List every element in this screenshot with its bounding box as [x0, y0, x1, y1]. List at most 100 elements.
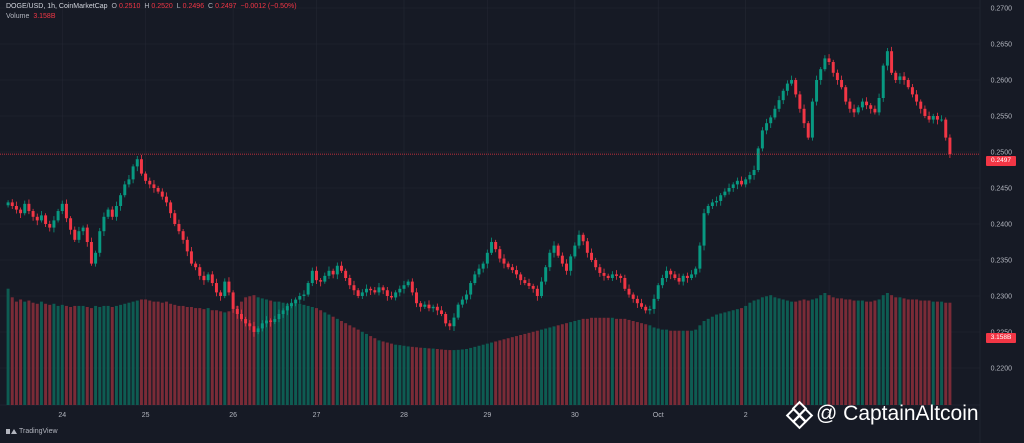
volume-bar — [98, 307, 102, 405]
volume-bar — [448, 350, 452, 405]
symbol-label[interactable]: DOGE/USD, 1h, CoinMarketCap — [6, 3, 108, 10]
volume-bar — [369, 336, 373, 405]
candle-body — [923, 108, 927, 116]
candle-body — [540, 281, 543, 296]
candle-body — [835, 72, 839, 80]
candle-body — [781, 90, 785, 101]
open-label: O — [111, 3, 117, 10]
chart-legend-ohlc: DOGE/USD, 1h, CoinMarketCap O 0.2510 H 0.2… — [6, 3, 299, 10]
volume-bar — [281, 302, 285, 405]
candle-body — [719, 195, 723, 201]
volume-bar — [744, 305, 748, 405]
volume-bar — [506, 338, 510, 405]
volume-label[interactable]: Volume — [6, 13, 30, 20]
tradingview-branding[interactable]: TradingView — [6, 428, 58, 435]
candle-body — [652, 298, 656, 309]
volume-bar — [527, 332, 531, 405]
candle-body — [339, 265, 343, 271]
candle-body — [885, 51, 889, 66]
candle-body — [431, 306, 435, 309]
candle-body — [27, 203, 31, 212]
candle-body — [831, 62, 835, 73]
candle-body — [219, 292, 223, 296]
y-tick-label: 0.2450 — [991, 186, 1013, 193]
volume-bar — [302, 304, 306, 405]
volume-bar — [631, 321, 635, 405]
tradingview-icon — [6, 428, 17, 435]
candle-body — [106, 209, 110, 217]
candle-body — [877, 98, 881, 113]
volume-bar — [515, 336, 518, 405]
candle-body — [360, 292, 364, 296]
x-tick-label: 30 — [571, 412, 579, 419]
volume-bar — [156, 301, 160, 405]
candle-body — [531, 285, 535, 289]
candle-body — [185, 239, 189, 252]
candle-body — [435, 306, 439, 311]
volume-bar — [60, 304, 64, 405]
candle-body — [869, 105, 873, 109]
volume-bar — [202, 309, 206, 405]
volume-bar — [948, 302, 952, 405]
volume-bar — [398, 345, 402, 405]
current-price-badge: 0.2497 — [986, 156, 1016, 166]
candle-body — [248, 323, 252, 327]
candle-body — [23, 203, 27, 214]
candle-body — [264, 320, 268, 324]
volume-bar — [344, 323, 348, 405]
y-tick-label: 0.2600 — [991, 78, 1013, 85]
volume-bar — [681, 330, 685, 405]
volume-bar — [598, 317, 602, 405]
volume-bar — [819, 295, 823, 405]
volume-bars — [6, 288, 952, 405]
candle-body — [548, 252, 552, 268]
candle-body — [760, 130, 764, 149]
volume-bar — [169, 303, 173, 405]
volume-bar — [873, 300, 877, 405]
candle-body — [6, 202, 10, 206]
volume-bar — [131, 301, 135, 405]
candle-body — [39, 215, 43, 221]
volume-bar — [106, 305, 110, 405]
volume-bar — [419, 347, 423, 405]
volume-bar — [14, 301, 18, 405]
candle-body — [890, 51, 894, 73]
candle-body — [114, 206, 118, 217]
y-tick-label: 0.2500 — [991, 150, 1013, 157]
candle-body — [640, 303, 644, 307]
volume-bar — [139, 299, 143, 405]
volume-bar — [510, 337, 514, 405]
volume-bar — [727, 311, 731, 405]
volume-bar — [673, 330, 677, 405]
candle-body — [556, 245, 560, 256]
candle-body — [335, 265, 339, 275]
candle-body — [323, 275, 327, 282]
candle-body — [710, 202, 714, 206]
high-value: 0.2520 — [151, 3, 173, 10]
volume-bar — [352, 327, 356, 405]
volume-bar — [64, 305, 68, 405]
volume-bar — [935, 301, 939, 405]
x-tick-label: Oct — [653, 412, 664, 419]
y-tick-label: 0.2200 — [991, 366, 1013, 373]
volume-bar — [823, 293, 827, 405]
candle-body — [685, 275, 689, 278]
volume-bar — [306, 305, 310, 405]
candle-body — [285, 306, 289, 311]
candle-body — [402, 285, 406, 289]
candle-body — [927, 116, 931, 120]
candle-body — [573, 245, 577, 257]
volume-bar — [606, 317, 610, 405]
candle-body — [85, 227, 89, 242]
volume-bar — [769, 295, 773, 405]
candle-body — [544, 267, 548, 282]
candle-body — [456, 304, 460, 318]
volume-bar — [881, 295, 885, 405]
tradingview-label: TradingView — [19, 428, 58, 435]
volume-bar — [581, 318, 585, 405]
volume-bar — [473, 346, 477, 405]
candle-body — [14, 206, 18, 210]
candle-body — [206, 274, 210, 281]
candle-body — [648, 308, 652, 311]
